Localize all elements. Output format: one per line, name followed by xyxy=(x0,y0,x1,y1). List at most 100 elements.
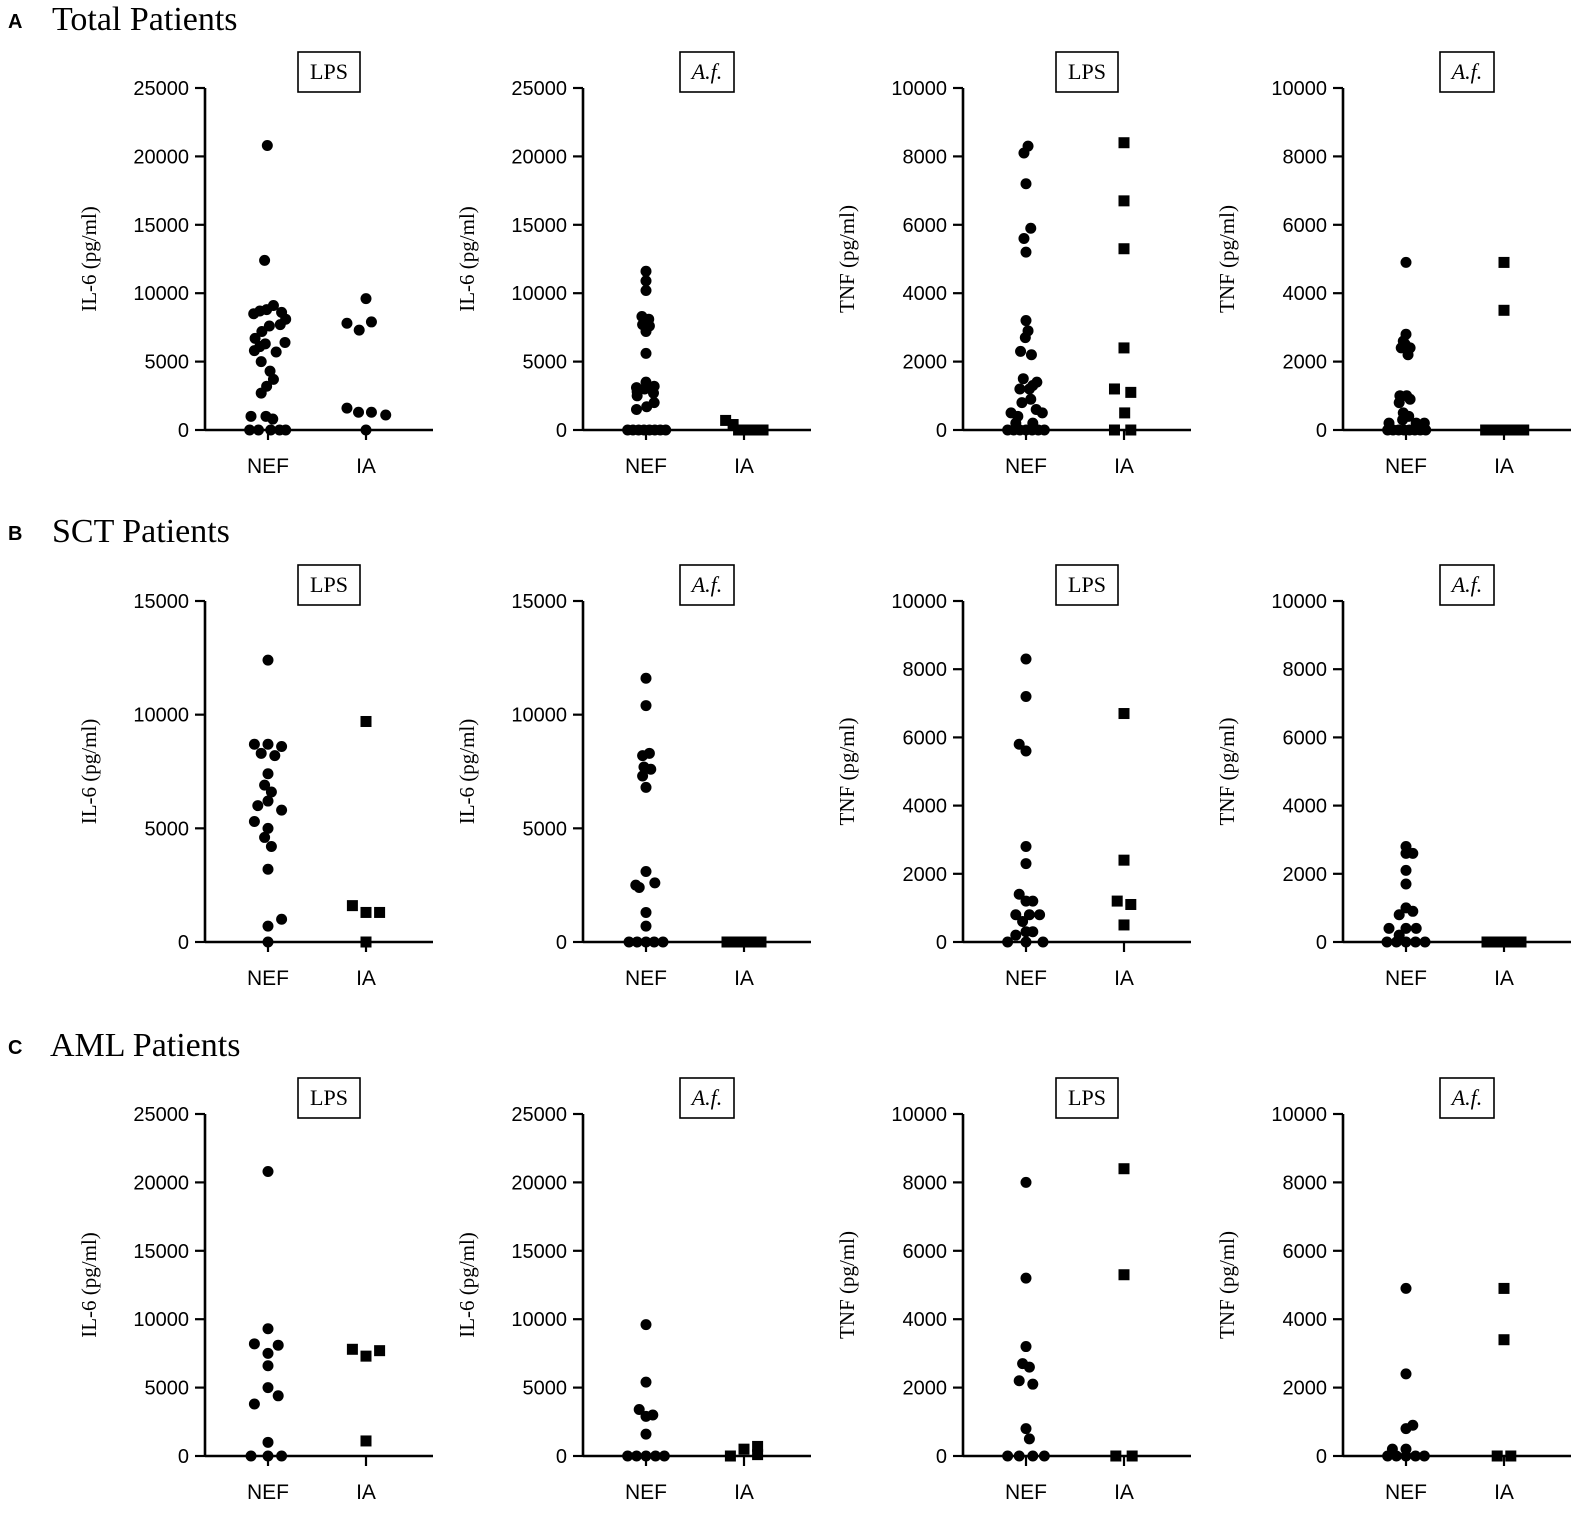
stimulus-box xyxy=(1439,1077,1495,1119)
stimulus-box xyxy=(1055,564,1119,606)
point-nef xyxy=(658,1450,670,1462)
x-tick-label-ia: IA xyxy=(356,455,376,478)
point-nef xyxy=(1002,1450,1014,1462)
point-nef xyxy=(1410,1450,1422,1462)
point-nef xyxy=(280,424,292,436)
point-ia xyxy=(1505,1450,1517,1462)
point-nef xyxy=(1020,1341,1032,1353)
point-nef xyxy=(1010,417,1022,429)
point-nef xyxy=(272,1390,284,1402)
y-tick-label: 15000 xyxy=(511,591,567,613)
point-nef xyxy=(648,397,660,409)
point-nef xyxy=(269,750,281,762)
stimulus-label: LPS xyxy=(1068,1085,1106,1110)
x-tick-label-ia: IA xyxy=(1114,455,1134,478)
point-nef xyxy=(643,747,655,759)
row-a-header: A Total Patients xyxy=(8,1,238,38)
y-tick-label: 10000 xyxy=(133,283,189,305)
point-ia xyxy=(1481,936,1493,948)
point-nef xyxy=(1020,841,1032,853)
point-nef xyxy=(633,881,645,893)
y-tick-label: 6000 xyxy=(1283,1241,1328,1263)
point-nef xyxy=(1017,373,1029,385)
point-nef xyxy=(640,326,652,338)
stimulus-box xyxy=(1055,51,1119,93)
y-axis-title: IL-6 (pg/ml) xyxy=(77,719,101,825)
y-tick-label: 6000 xyxy=(1283,727,1328,749)
y-tick-label: 10000 xyxy=(133,1309,189,1331)
point-nef xyxy=(259,338,271,350)
x-tick-label-ia: IA xyxy=(734,1481,754,1504)
y-tick-label: 10000 xyxy=(891,1104,947,1126)
point-nef xyxy=(650,1450,662,1462)
y-tick-label: 2000 xyxy=(903,1378,948,1400)
point-ia xyxy=(374,1345,386,1357)
point-nef xyxy=(262,1382,274,1394)
point-nef xyxy=(1410,417,1422,429)
point-nef xyxy=(263,320,275,332)
point-ia xyxy=(724,1450,736,1462)
point-ia xyxy=(755,936,767,948)
y-tick-label: 0 xyxy=(178,1446,189,1468)
x-tick-label-nef: NEF xyxy=(1005,967,1047,990)
point-ia xyxy=(738,1443,750,1455)
y-tick-label: 8000 xyxy=(903,659,948,681)
y-tick-label: 4000 xyxy=(1283,283,1328,305)
y-tick-label: 6000 xyxy=(903,215,948,237)
point-nef xyxy=(649,877,661,889)
point-nef xyxy=(1010,929,1022,941)
y-axis-title: TNF (pg/ml) xyxy=(835,718,859,826)
point-nef xyxy=(1022,140,1034,152)
point-nef xyxy=(1383,922,1395,934)
y-tick-label: 15000 xyxy=(133,215,189,237)
point-nef xyxy=(267,300,279,312)
y-tick-label: 20000 xyxy=(511,1172,567,1194)
chart-b-4: 0 2000 4000 6000 8000 10000 NEF IA TNF (pg/ml) A.… xyxy=(1215,564,1571,990)
point-ia xyxy=(1125,424,1137,436)
row-b-header: B SCT Patients xyxy=(8,513,230,550)
point-nef xyxy=(640,1319,652,1331)
point-nef xyxy=(262,1436,274,1448)
point-nef xyxy=(261,139,273,151)
point-nef xyxy=(245,1450,257,1462)
point-nef xyxy=(279,336,291,348)
point-nef xyxy=(248,1398,260,1410)
point-nef xyxy=(1002,936,1014,948)
y-axis-title: IL-6 (pg/ml) xyxy=(455,719,479,825)
y-tick-label: 25000 xyxy=(133,1104,189,1126)
point-nef xyxy=(267,413,279,425)
point-ia xyxy=(360,424,372,436)
x-tick-label-nef: NEF xyxy=(247,455,289,478)
point-nef xyxy=(276,740,288,752)
point-nef xyxy=(640,265,652,277)
point-ia xyxy=(1111,895,1123,907)
y-tick-label: 15000 xyxy=(511,215,567,237)
x-tick-label-nef: NEF xyxy=(1005,455,1047,478)
point-nef xyxy=(1410,922,1422,934)
point-nef xyxy=(248,1338,260,1350)
point-nef xyxy=(1399,339,1411,350)
y-tick-label: 8000 xyxy=(903,1172,948,1194)
point-nef xyxy=(640,906,652,918)
y-tick-label: 5000 xyxy=(523,1378,568,1400)
point-ia xyxy=(746,936,758,948)
point-ia xyxy=(1119,407,1131,419)
point-ia xyxy=(380,409,392,421)
point-ia xyxy=(752,1440,764,1452)
point-nef xyxy=(265,424,277,436)
point-nef xyxy=(276,804,288,816)
point-ia xyxy=(1110,1450,1122,1462)
point-nef xyxy=(1020,936,1032,948)
point-nef xyxy=(1017,916,1029,928)
y-tick-label: 5000 xyxy=(145,818,190,840)
y-tick-label: 20000 xyxy=(133,146,189,168)
y-tick-label: 0 xyxy=(178,420,189,442)
point-nef xyxy=(640,936,652,948)
point-nef xyxy=(252,424,264,436)
x-tick-label-ia: IA xyxy=(1494,1481,1514,1504)
point-nef xyxy=(1018,232,1030,244)
point-nef xyxy=(640,1428,652,1440)
y-tick-label: 25000 xyxy=(511,1104,567,1126)
